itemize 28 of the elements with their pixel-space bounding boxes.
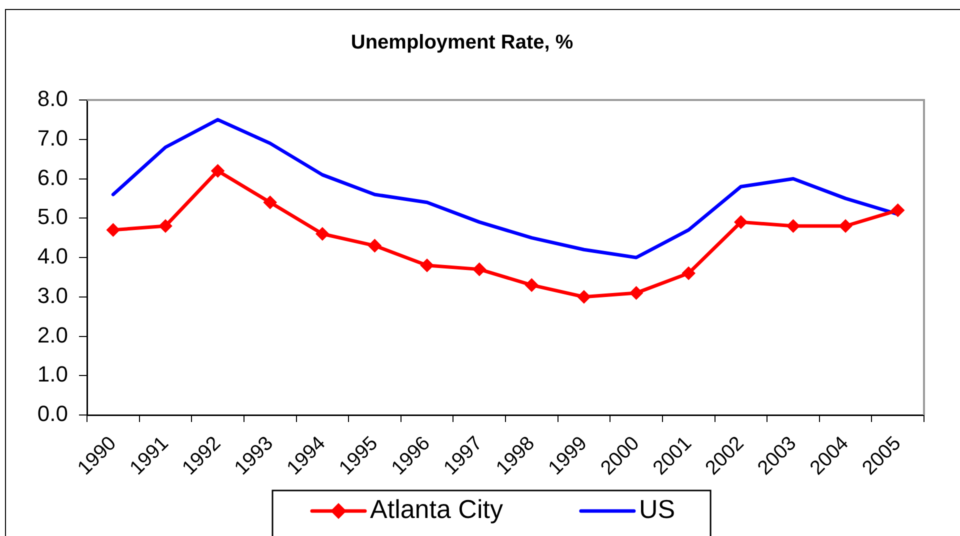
point <box>211 164 224 178</box>
point <box>682 266 696 280</box>
point <box>368 239 382 252</box>
y-tick-label: 3.0 <box>37 282 68 308</box>
point <box>316 227 329 240</box>
point <box>264 196 277 209</box>
point <box>420 258 434 272</box>
y-tick-label: 5.0 <box>37 204 68 230</box>
y-tick-label: 0.0 <box>37 401 68 426</box>
y-tick-label: 7.0 <box>37 125 68 150</box>
y-tick-label: 4.0 <box>37 244 68 269</box>
point <box>891 204 904 217</box>
y-tick-label: 8.0 <box>37 86 68 112</box>
point <box>525 278 538 292</box>
y-tick-label: 6.0 <box>37 164 68 190</box>
point <box>158 220 172 232</box>
point <box>839 220 852 232</box>
y-tick-label: 1.0 <box>37 362 68 387</box>
chart-title: Unemployment Rate, % <box>350 32 574 54</box>
point <box>472 262 486 276</box>
point <box>577 290 590 304</box>
legend-label: US <box>638 494 676 524</box>
point <box>630 286 643 300</box>
point <box>106 223 120 236</box>
point <box>734 216 748 229</box>
y-tick-label: 2.0 <box>37 322 68 348</box>
point <box>786 220 800 232</box>
legend-label: Atlanta City <box>370 494 503 524</box>
